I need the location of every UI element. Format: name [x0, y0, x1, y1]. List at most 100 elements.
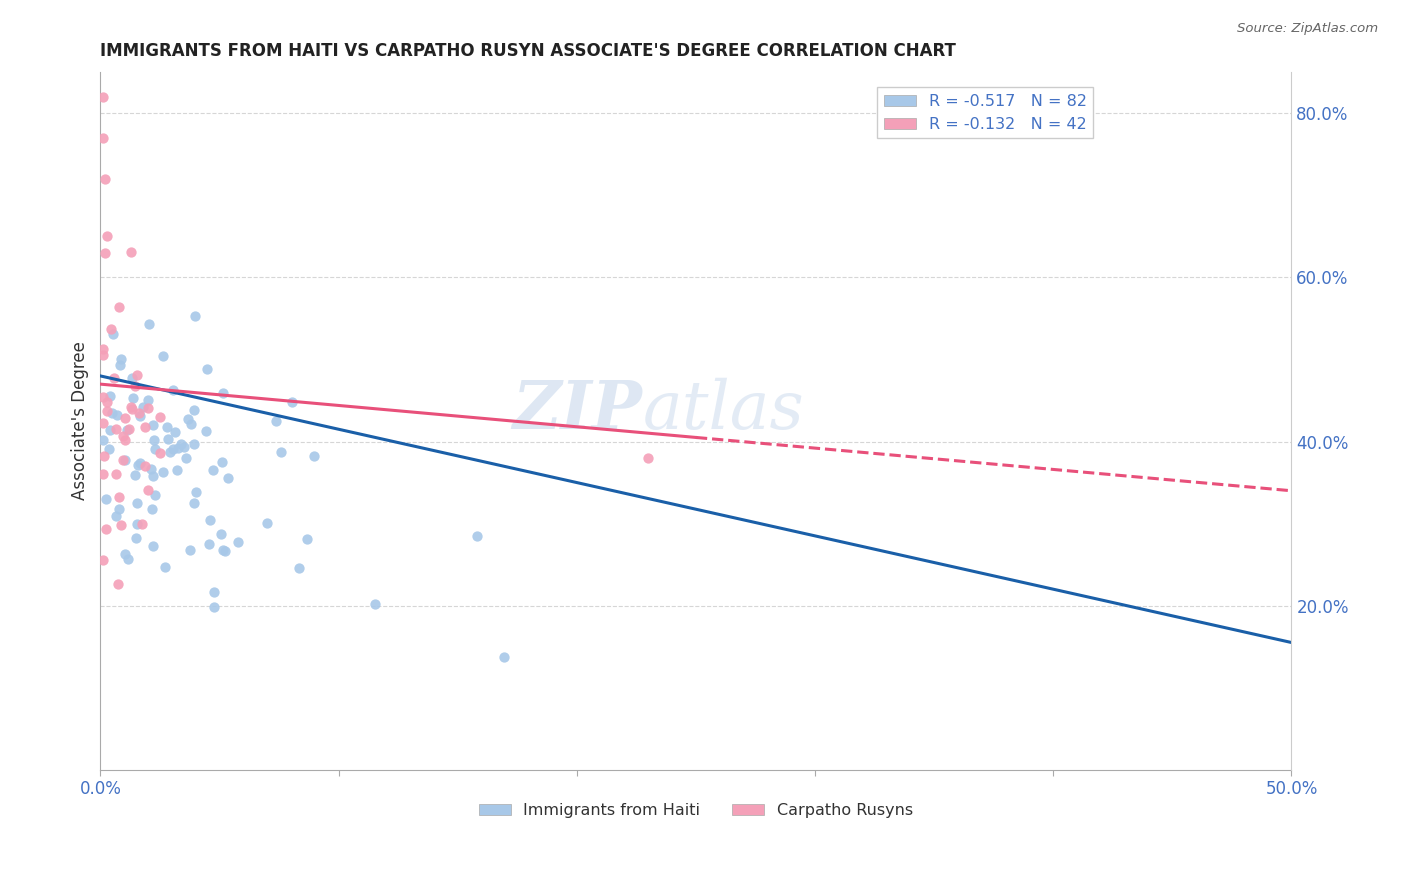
Point: [183, 496, 205, 510]
Point: [165, 425, 187, 439]
Point: [200, 513, 222, 527]
Point: [494, 650, 516, 665]
Point: [134, 459, 156, 474]
Point: [194, 424, 217, 438]
Point: [183, 403, 205, 417]
Point: [121, 401, 143, 416]
Point: [266, 414, 288, 428]
Point: [149, 446, 172, 460]
Point: [94, 522, 117, 536]
Point: [136, 392, 159, 407]
Point: [179, 543, 201, 558]
Point: [104, 467, 127, 481]
Point: [201, 463, 224, 477]
Point: [211, 385, 233, 400]
Point: [93, 390, 115, 404]
Point: [125, 496, 148, 510]
Point: [211, 527, 233, 541]
Point: [129, 409, 152, 423]
Point: [198, 537, 221, 551]
Point: [170, 437, 193, 451]
Point: [110, 351, 132, 366]
Point: [143, 433, 166, 447]
Point: [128, 406, 150, 420]
Point: [96, 394, 118, 409]
Point: [108, 358, 131, 372]
Point: [98, 423, 121, 437]
Point: [156, 420, 179, 434]
Point: [96, 229, 118, 244]
Text: IMMIGRANTS FROM HAITI VS CARPATHO RUSYN ASSOCIATE'S DEGREE CORRELATION CHART: IMMIGRANTS FROM HAITI VS CARPATHO RUSYN …: [100, 42, 956, 60]
Point: [114, 433, 136, 447]
Point: [94, 172, 117, 186]
Point: [141, 462, 163, 476]
Point: [131, 516, 153, 531]
Point: [127, 458, 149, 473]
Point: [173, 440, 195, 454]
Point: [114, 453, 136, 467]
Point: [142, 469, 165, 483]
Point: [91, 467, 114, 482]
Point: [162, 442, 184, 457]
Point: [105, 509, 128, 524]
Point: [103, 371, 125, 385]
Point: [195, 362, 218, 376]
Point: [166, 462, 188, 476]
Point: [167, 441, 190, 455]
Point: [183, 436, 205, 450]
Point: [153, 560, 176, 574]
Point: [132, 400, 155, 414]
Text: Source: ZipAtlas.com: Source: ZipAtlas.com: [1237, 22, 1378, 36]
Point: [143, 442, 166, 456]
Point: [122, 391, 145, 405]
Text: atlas: atlas: [643, 378, 804, 443]
Point: [98, 389, 121, 403]
Point: [211, 455, 233, 469]
Point: [101, 327, 124, 342]
Point: [295, 532, 318, 546]
Point: [180, 417, 202, 432]
Point: [91, 343, 114, 357]
Point: [108, 491, 131, 505]
Point: [121, 371, 143, 385]
Point: [117, 551, 139, 566]
Point: [186, 484, 208, 499]
Point: [120, 245, 142, 260]
Point: [114, 410, 136, 425]
Point: [93, 450, 115, 464]
Point: [136, 483, 159, 497]
Point: [177, 412, 200, 426]
Point: [91, 131, 114, 145]
Point: [465, 529, 488, 543]
Point: [125, 517, 148, 532]
Point: [288, 561, 311, 575]
Text: ZIP: ZIP: [512, 378, 643, 443]
Point: [91, 553, 114, 567]
Point: [217, 471, 239, 485]
Point: [364, 598, 387, 612]
Point: [110, 517, 132, 532]
Point: [184, 310, 207, 324]
Point: [125, 368, 148, 382]
Point: [97, 442, 120, 457]
Point: [107, 576, 129, 591]
Point: [124, 378, 146, 392]
Point: [134, 419, 156, 434]
Point: [91, 416, 114, 430]
Point: [112, 428, 135, 442]
Point: [120, 400, 142, 414]
Point: [111, 452, 134, 467]
Y-axis label: Associate's Degree: Associate's Degree: [72, 342, 89, 500]
Point: [149, 409, 172, 424]
Point: [142, 417, 165, 432]
Point: [142, 539, 165, 553]
Point: [115, 423, 138, 437]
Point: [202, 600, 225, 615]
Point: [159, 444, 181, 458]
Point: [143, 488, 166, 502]
Point: [114, 548, 136, 562]
Point: [138, 317, 160, 331]
Point: [214, 543, 236, 558]
Point: [136, 401, 159, 416]
Point: [141, 502, 163, 516]
